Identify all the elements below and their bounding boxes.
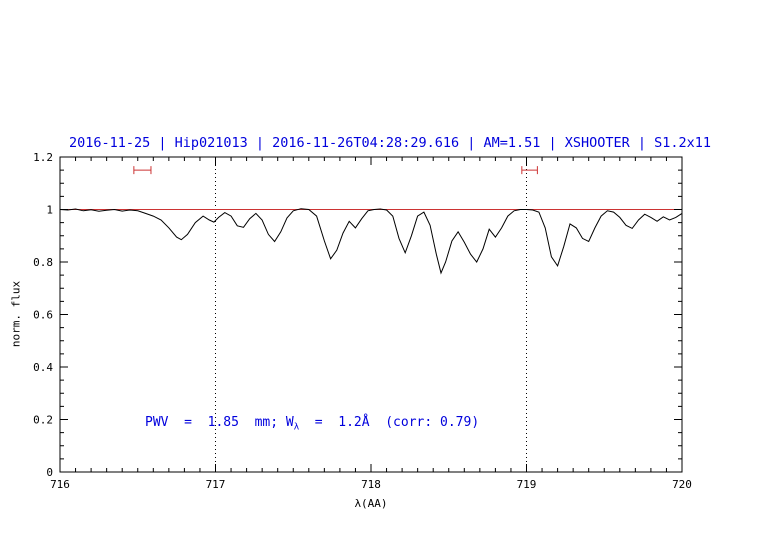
pwv-annotation: PWV = 1.85 mm; Wλ = 1.2Å (corr: 0.79) — [145, 415, 479, 433]
svg-text:0.8: 0.8 — [33, 256, 53, 269]
svg-text:720: 720 — [672, 478, 692, 491]
svg-text:0.2: 0.2 — [33, 414, 53, 427]
svg-text:719: 719 — [517, 478, 537, 491]
y-axis-label: norm. flux — [9, 280, 23, 348]
plot-title: 2016-11-25 | Hip021013 | 2016-11-26T04:2… — [68, 135, 712, 151]
pwv-annotation-prefix: PWV = 1.85 mm; W — [145, 415, 294, 430]
x-axis-label: λ(AA) — [354, 497, 388, 510]
svg-text:0.4: 0.4 — [33, 361, 53, 374]
svg-text:0: 0 — [46, 466, 53, 479]
pwv-annotation-lambda-sub: λ — [293, 422, 300, 433]
pwv-annotation-suffix: = 1.2Å (corr: 0.79) — [299, 415, 480, 430]
svg-text:718: 718 — [361, 478, 381, 491]
svg-text:1.2: 1.2 — [33, 151, 53, 164]
svg-text:0.6: 0.6 — [33, 309, 53, 322]
svg-text:716: 716 — [50, 478, 70, 491]
svg-text:717: 717 — [206, 478, 226, 491]
svg-text:1: 1 — [46, 204, 53, 217]
